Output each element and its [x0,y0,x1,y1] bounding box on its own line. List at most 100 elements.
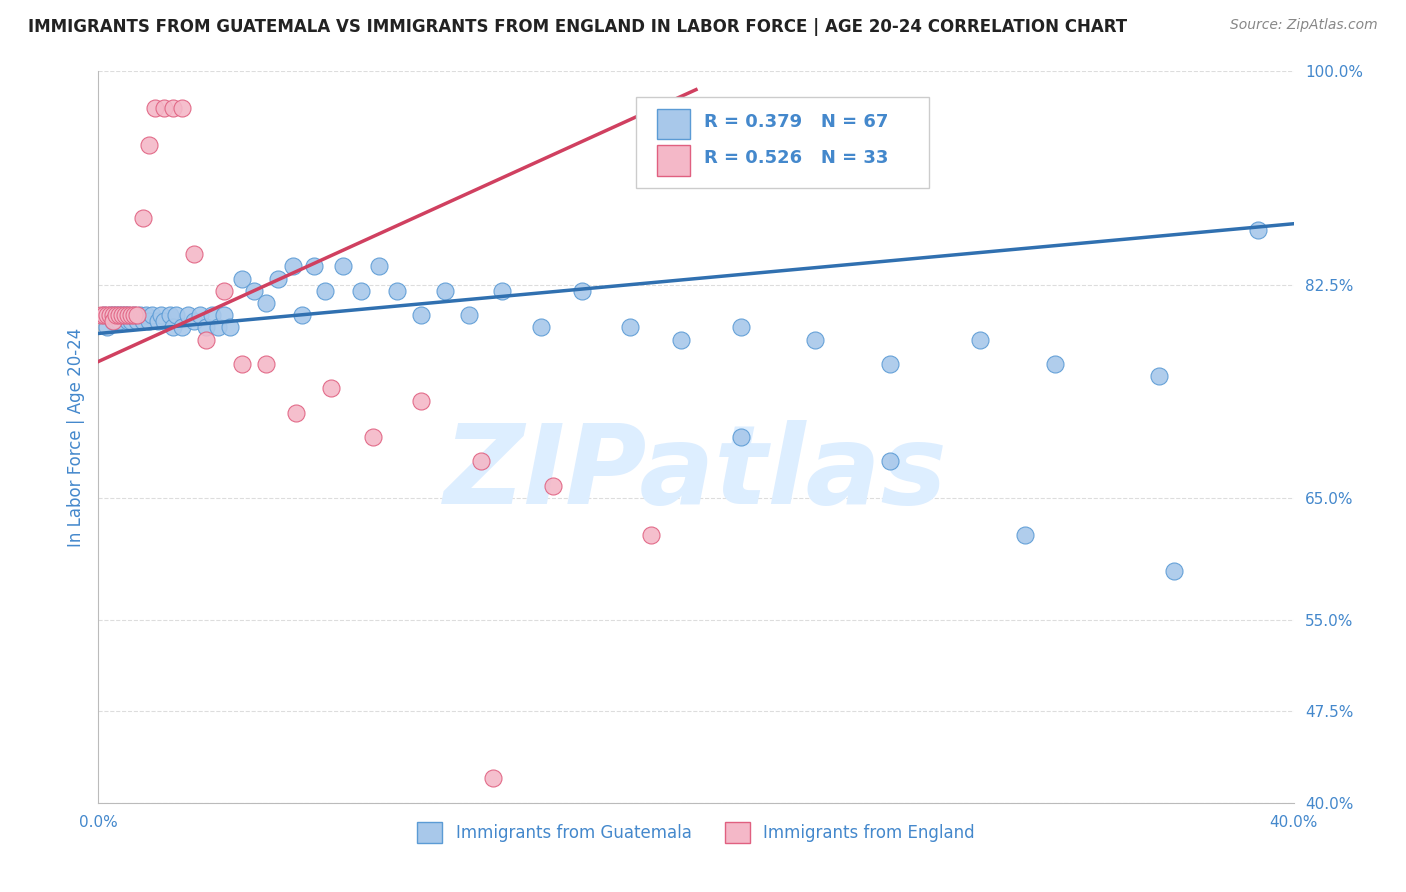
Point [103,308,125,322]
Point [321,381,343,395]
Point [148,314,170,328]
Point [1043,357,1066,371]
Point [302,260,325,274]
Point [1163,564,1185,578]
Point [150,308,173,322]
Point [669,333,692,347]
Point [132,211,155,225]
Point [108,308,131,322]
Point [188,308,211,322]
Point [619,320,641,334]
Point [138,314,160,328]
Point [114,308,136,322]
Bar [657,145,690,176]
Point [108,314,131,328]
Point [96,308,118,322]
Point [117,308,139,322]
Point [120,308,142,322]
Point [96,320,118,334]
Point [411,393,433,408]
Point [143,101,166,115]
Point [332,260,354,274]
Point [201,308,224,322]
Point [103,308,125,322]
Point [470,454,492,468]
Point [162,101,184,115]
Point [105,308,128,322]
Point [243,284,266,298]
Point [482,772,505,786]
Point [132,314,155,328]
Point [138,137,160,152]
Point [135,308,157,322]
Point [231,271,253,285]
Point [730,320,752,334]
Point [385,284,409,298]
Point [363,430,385,444]
Y-axis label: In Labor Force | Age 20-24: In Labor Force | Age 20-24 [66,327,84,547]
Bar [657,109,690,139]
Text: ZIPatlas: ZIPatlas [444,420,948,527]
Point [969,333,991,347]
Point [172,101,194,115]
Point [640,527,662,541]
Point [315,284,337,298]
Point [254,357,277,371]
Point [117,308,139,322]
FancyBboxPatch shape [637,97,929,188]
Text: Source: ZipAtlas.com: Source: ZipAtlas.com [1230,18,1378,32]
Point [177,308,200,322]
Point [141,308,163,322]
Point [108,308,131,322]
Point [165,308,187,322]
Point [111,308,134,322]
Point [291,308,314,322]
Legend: Immigrants from Guatemala, Immigrants from England: Immigrants from Guatemala, Immigrants fr… [411,815,981,849]
Point [411,308,433,322]
Point [98,308,122,322]
Point [124,308,146,322]
Point [530,320,553,334]
Point [284,406,307,420]
Point [103,314,125,328]
Point [350,284,373,298]
Point [162,320,184,334]
Point [195,333,218,347]
Text: R = 0.526   N = 33: R = 0.526 N = 33 [704,149,889,168]
Point [153,314,176,328]
Point [207,320,229,334]
Point [571,284,593,298]
Point [90,308,112,322]
Point [124,308,146,322]
Point [98,308,122,322]
Point [127,314,149,328]
Point [231,357,253,371]
Point [103,314,125,328]
Point [434,284,457,298]
Point [114,308,136,322]
Point [804,333,827,347]
Point [541,479,564,493]
Point [172,320,194,334]
Point [281,260,304,274]
Point [183,314,205,328]
Point [879,357,901,371]
Point [267,271,290,285]
Point [1014,527,1036,541]
Point [458,308,481,322]
Point [127,308,149,322]
Text: R = 0.379   N = 67: R = 0.379 N = 67 [704,112,889,131]
Point [1147,369,1170,384]
Point [111,308,134,322]
Point [1247,223,1270,237]
Point [212,308,235,322]
Point [159,308,181,322]
Point [153,101,176,115]
Point [93,308,115,322]
Point [879,454,901,468]
Point [368,260,391,274]
Point [120,314,142,328]
Point [183,247,205,261]
Point [105,314,128,328]
Point [93,308,115,322]
